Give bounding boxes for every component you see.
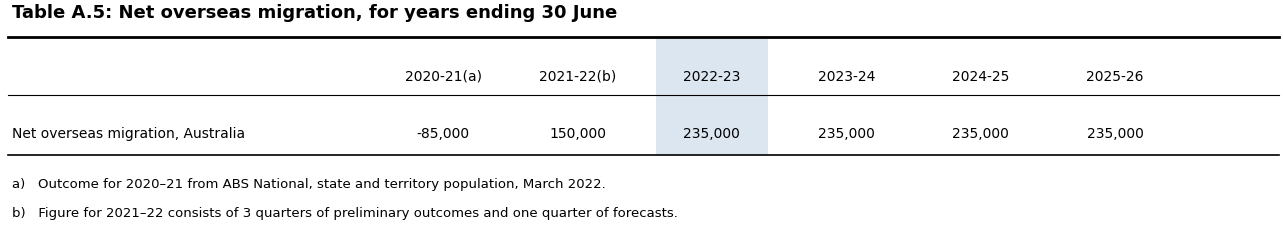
Bar	[656, 37, 769, 155]
Text: Table A.5: Net overseas migration, for years ending 30 June: Table A.5: Net overseas migration, for y…	[12, 4, 617, 22]
Text: 235,000: 235,000	[1087, 127, 1143, 141]
Text: b)   Figure for 2021–22 consists of 3 quarters of preliminary outcomes and one q: b) Figure for 2021–22 consists of 3 quar…	[12, 207, 677, 220]
Text: 2024-25: 2024-25	[952, 69, 1010, 84]
Text: -85,000: -85,000	[417, 127, 470, 141]
Text: Net overseas migration, Australia: Net overseas migration, Australia	[12, 127, 245, 141]
Text: 2020-21(a): 2020-21(a)	[404, 69, 481, 84]
Text: 2025-26: 2025-26	[1087, 69, 1144, 84]
Text: 235,000: 235,000	[952, 127, 1010, 141]
Text: 2021-22(b): 2021-22(b)	[539, 69, 616, 84]
Text: 2022-23: 2022-23	[684, 69, 740, 84]
Text: a)   Outcome for 2020–21 from ABS National, state and territory population, Marc: a) Outcome for 2020–21 from ABS National…	[12, 178, 606, 191]
Text: 235,000: 235,000	[684, 127, 740, 141]
Text: 150,000: 150,000	[549, 127, 606, 141]
Text: 2023-24: 2023-24	[817, 69, 875, 84]
Text: 235,000: 235,000	[817, 127, 875, 141]
